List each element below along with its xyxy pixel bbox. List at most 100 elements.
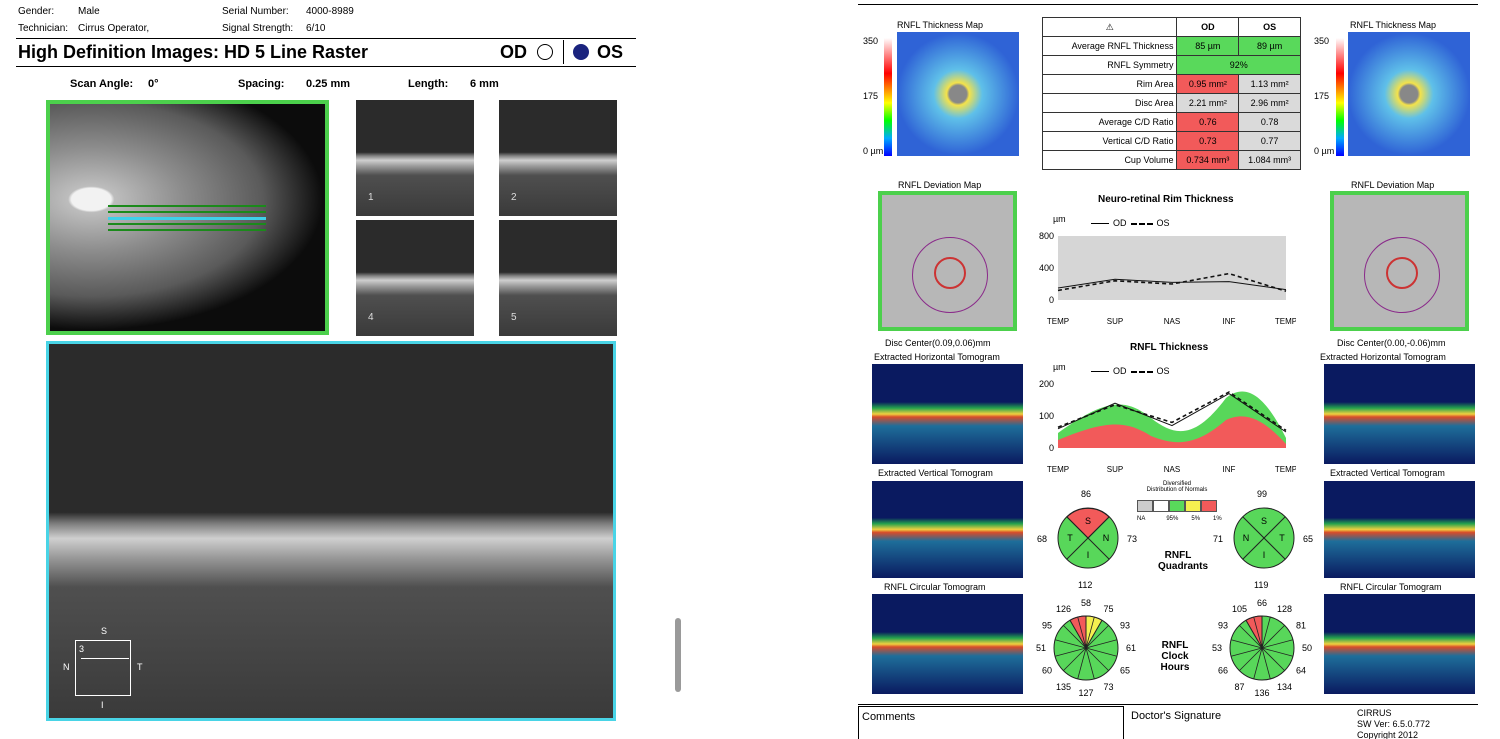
- abnormal-band: [1058, 416, 1286, 448]
- clock-hour-value: 66: [1257, 598, 1267, 608]
- deviation-map-od[interactable]: [878, 191, 1017, 331]
- clock-hour-value: 51: [1036, 643, 1046, 653]
- rim-series: [1057, 272, 1287, 292]
- clock-divider: [1239, 625, 1263, 649]
- scan-line: [108, 211, 266, 213]
- rim-x-ticks: TEMP SUP NAS INF TEMP: [1047, 317, 1296, 326]
- signature-label: Doctor's Signature: [1131, 710, 1222, 722]
- clock-hour-value: 53: [1212, 643, 1222, 653]
- rim-x-tick: INF: [1223, 317, 1236, 326]
- horizontal-tomogram-os[interactable]: [1324, 364, 1475, 464]
- rnfl-y-ticks: 0 100 200: [1039, 379, 1054, 453]
- legend-line-os: [1130, 223, 1153, 228]
- rim-y-tick: 400: [1039, 263, 1054, 273]
- clock-hour-value: 75: [1103, 604, 1113, 614]
- rnfl-thickness-map-od[interactable]: [897, 32, 1019, 156]
- clock-divider: [1085, 647, 1095, 680]
- color-scale-os: [1336, 38, 1344, 156]
- quadrants-title: RNFL Quadrants: [1158, 550, 1209, 572]
- rnfl-stats-table: ⚠ OD OS Average RNFL Thickness 85 µm 89 …: [1041, 17, 1301, 170]
- clock-divider: [1085, 616, 1095, 649]
- rnfl-series-line: [1057, 393, 1287, 433]
- clock-hour-value: 73: [1103, 682, 1113, 692]
- clock-od-labels: 126 58 75 95 93 51 61 60 65 135 127 73: [1036, 598, 1136, 698]
- clock-title-line: Clock: [1161, 651, 1189, 662]
- technician-value: Cirrus Operator,: [78, 23, 150, 34]
- top-rule: [16, 38, 636, 39]
- rnfl-x-tick: TEMP: [1275, 465, 1296, 474]
- rnfl-thickness-map-os[interactable]: [1348, 32, 1470, 156]
- od-label: OD: [500, 42, 527, 62]
- clock-hour-value: 64: [1296, 666, 1306, 676]
- fundus-image[interactable]: [46, 100, 329, 335]
- normals-label: 95%: [1166, 516, 1179, 522]
- signal-label: Signal Strength:: [222, 23, 294, 34]
- row-symmetry: 92%: [1176, 55, 1301, 75]
- clock-divider: [1239, 647, 1263, 671]
- clock-hour-value: 127: [1078, 688, 1093, 698]
- row-od: 85 µm: [1176, 36, 1240, 56]
- table-header-od: OD: [1176, 17, 1240, 37]
- serial-label: Serial Number:: [222, 6, 289, 17]
- comments-label: Comments: [862, 711, 916, 723]
- vertical-tomogram-od[interactable]: [872, 481, 1023, 578]
- deviation-map-os[interactable]: [1330, 191, 1469, 331]
- row-od: 2.21 mm²: [1176, 93, 1240, 113]
- quad-s-label: S: [1085, 516, 1091, 526]
- serial-value: 4000-8989: [306, 6, 354, 17]
- clock-divider: [1054, 647, 1087, 657]
- right-top-rule: [858, 4, 1478, 5]
- cup-outline: [1386, 257, 1418, 289]
- normals-swatches: [1137, 500, 1217, 512]
- rnfl-y-tick: 200: [1039, 379, 1054, 389]
- clock-divider: [1085, 647, 1109, 671]
- clock-divider: [1077, 647, 1087, 680]
- rnfl-chart-title: RNFL Thickness: [1130, 342, 1209, 353]
- orientation-box: [75, 640, 131, 696]
- scale-175-od: 175: [863, 91, 879, 101]
- scan-angle-label: Scan Angle:: [70, 78, 134, 90]
- clock-divider: [1085, 625, 1109, 649]
- comments-box[interactable]: Comments: [858, 706, 1124, 739]
- horizontal-tomogram-od[interactable]: [872, 364, 1023, 464]
- row-os: 1.13 mm²: [1238, 74, 1301, 94]
- scrollbar-thumb[interactable]: [675, 618, 681, 692]
- row-label: Rim Area: [1041, 74, 1178, 94]
- clock-hour-value: 95: [1042, 621, 1052, 631]
- clock-divider: [1261, 647, 1271, 680]
- spacing-label: Spacing:: [238, 78, 285, 90]
- legend-line-os: [1130, 371, 1153, 376]
- quad-t-label: T: [1279, 533, 1285, 543]
- clock-divider: [1085, 639, 1118, 649]
- od-radio[interactable]: [537, 44, 553, 60]
- clock-hour-value: 81: [1296, 621, 1306, 631]
- scan-thumbnail[interactable]: 4: [356, 220, 474, 336]
- thumb-number: 1: [368, 192, 374, 203]
- normals-label: 5%: [1191, 516, 1201, 522]
- rnfl-x-tick: INF: [1223, 465, 1236, 474]
- rim-series-line: [1057, 272, 1287, 292]
- quad-od-right: 73: [1127, 534, 1138, 544]
- vertical-tomogram-os[interactable]: [1324, 481, 1475, 578]
- os-radio[interactable]: [573, 44, 589, 60]
- circular-tomogram-os[interactable]: [1324, 594, 1475, 694]
- scan-thumbnail[interactable]: 5: [499, 220, 617, 336]
- orient-n: N: [63, 662, 70, 672]
- clock-hour-value: 93: [1120, 621, 1130, 631]
- circ-tomo-title-os: RNFL Circular Tomogram: [1340, 582, 1442, 592]
- eye-divider: [563, 40, 564, 64]
- oct-bscan-large[interactable]: S I N T 3: [46, 341, 616, 721]
- rim-x-tick: NAS: [1164, 317, 1180, 326]
- clock-divider: [1253, 616, 1263, 649]
- spacing-value: 0.25 mm: [306, 78, 351, 90]
- horiz-tomo-title-os: Extracted Horizontal Tomogram: [1320, 352, 1446, 362]
- row-od: 0.95 mm²: [1176, 74, 1240, 94]
- quadrants-title-line: Quadrants: [1158, 561, 1209, 572]
- scan-thumbnail[interactable]: 2: [499, 100, 617, 216]
- circular-tomogram-od[interactable]: [872, 594, 1023, 694]
- clock-os-lines: [1230, 616, 1294, 680]
- clock-divider: [1054, 639, 1087, 649]
- rnfl-chart: 0 100 200 TEMP SUP NAS INF TEMP: [1039, 379, 1296, 474]
- scan-thumbnail[interactable]: 1: [356, 100, 474, 216]
- rnfl-map-title-os: RNFL Thickness Map: [1350, 20, 1437, 30]
